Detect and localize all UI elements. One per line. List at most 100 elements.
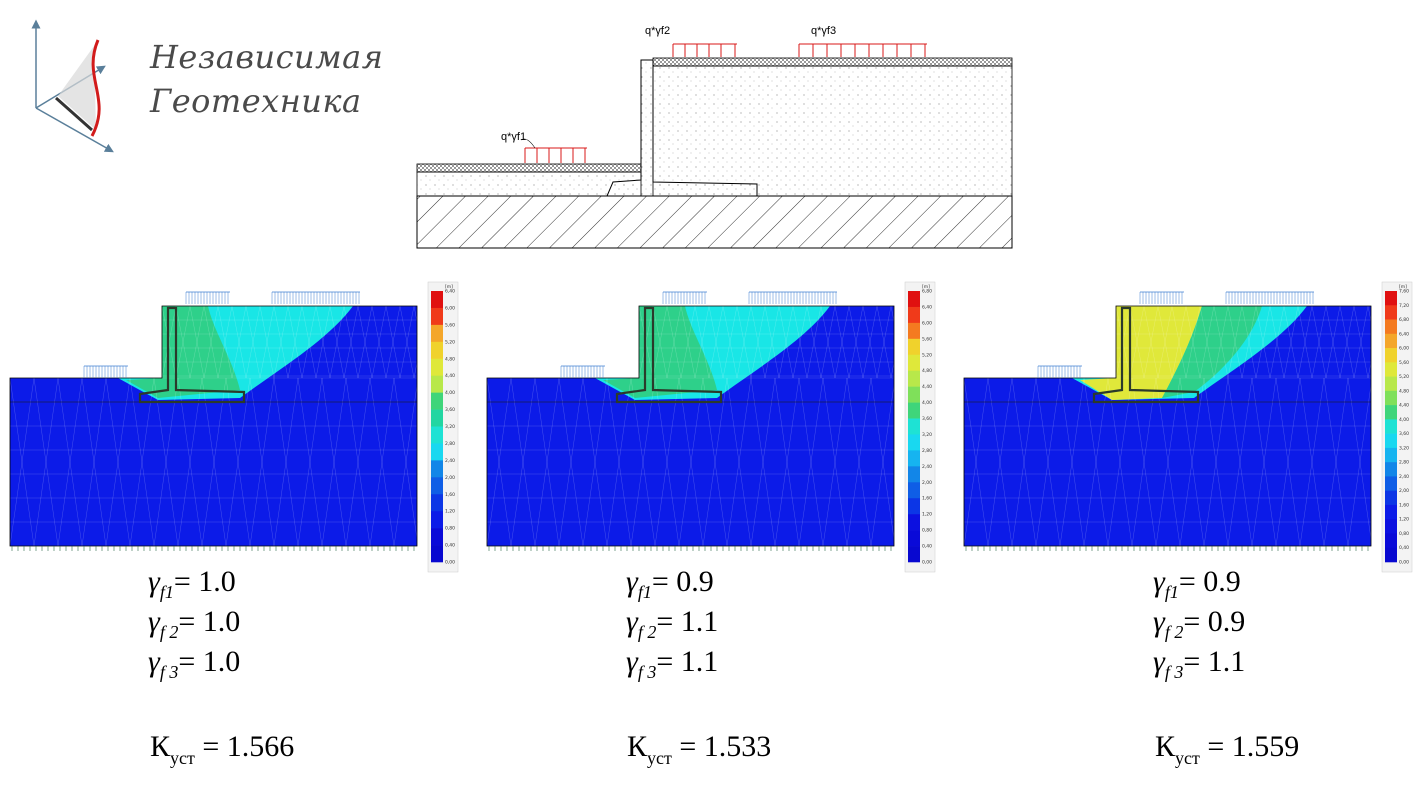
- color-legend: [m]6,80 6,40 6,00 5,60 5,20 4,80 4,40 4,00 3,60 3…: [904, 281, 936, 573]
- legend-swatch: [908, 450, 920, 467]
- failure-zone-inner: [1080, 306, 1202, 400]
- legend-swatch: [908, 498, 920, 515]
- load-factor-2-value: = 1.0: [178, 605, 241, 638]
- stability-factor-subscript: уст: [170, 748, 195, 768]
- legend-tick-label: 0,80: [922, 528, 932, 534]
- stability-factor-1: Куст = 1.566: [150, 730, 294, 769]
- load-factor-1-value: = 0.9: [651, 565, 714, 598]
- load-factor-1: γf1= 1.0: [148, 562, 240, 602]
- load-factor-2-subscript: f 2: [1164, 622, 1184, 642]
- legend-swatch: [431, 494, 443, 512]
- load-2-label: q*γf2: [645, 25, 670, 37]
- load-factor-1: γf1= 0.9: [626, 562, 718, 602]
- stability-factor-2: Куст = 1.533: [627, 730, 771, 769]
- legend-tick-label: 0,80: [445, 526, 455, 532]
- stability-factor-symbol: К: [150, 730, 171, 763]
- legend-swatch: [1385, 291, 1397, 306]
- legend-swatch: [908, 338, 920, 356]
- legend-swatch: [1385, 390, 1397, 406]
- legend-swatch: [1385, 519, 1397, 534]
- load-1-label: q*γf1: [501, 131, 526, 143]
- legend-tick-label: 1,60: [445, 492, 455, 498]
- legend-tick-label: 2,80: [1399, 460, 1409, 466]
- legend-tick-label: 2,00: [445, 475, 455, 481]
- legend-swatch: [431, 511, 443, 529]
- legend-tick-label: 1,20: [445, 509, 455, 515]
- fem-mesh: [9, 305, 429, 547]
- stability-factor-subscript: уст: [1175, 748, 1200, 768]
- legend-tick-label: 3,20: [922, 432, 932, 438]
- bottom-supports: [11, 546, 415, 551]
- load-factor-1-subscript: f1: [159, 582, 174, 602]
- load-factor-3-symbol: γ: [148, 645, 160, 678]
- legend-tick-label: 7,60: [1399, 289, 1409, 295]
- company-logo: Независимая Геотехника: [22, 18, 383, 158]
- retaining-wall-outline: [615, 306, 723, 404]
- legend-swatch: [431, 443, 443, 461]
- back-fill: [652, 65, 1013, 197]
- load-factor-1-symbol: γ: [148, 565, 160, 598]
- legend-tick-label: 1,20: [922, 512, 932, 518]
- legend-swatch: [1385, 533, 1397, 549]
- load-factors-3: γf1= 0.9 γf 2= 0.9 γf 3= 1.1: [1153, 562, 1245, 682]
- load-factor-3-symbol: γ: [626, 645, 638, 678]
- load-factor-1: γf1= 0.9: [1153, 562, 1245, 602]
- front-fill: [416, 171, 642, 197]
- legend-swatch: [1385, 433, 1397, 449]
- legend-tick-label: 6,40: [445, 289, 455, 295]
- surcharge-load-2: [1139, 291, 1184, 304]
- legend-swatch: [1385, 405, 1397, 420]
- surcharge-load-3: [271, 291, 360, 304]
- logo-line-1: Независимая: [150, 38, 384, 76]
- legend-swatch: [1385, 476, 1397, 491]
- surcharge-load-2: [185, 291, 230, 304]
- legend-tick-label: 6,00: [445, 305, 455, 311]
- legend-tick-label: 3,60: [445, 407, 455, 413]
- load-factor-1-subscript: f1: [1164, 582, 1179, 602]
- legend-swatch: [908, 466, 920, 483]
- legend-tick-label: 4,80: [922, 368, 932, 374]
- logo-axes-graphic: [31, 19, 114, 153]
- legend-swatch: [908, 306, 920, 324]
- legend-tick-label: 4,00: [922, 400, 932, 406]
- legend-tick-label: 6,80: [1399, 317, 1409, 323]
- legend-tick-label: 0,00: [922, 560, 932, 566]
- load-3: q*γf3: [798, 25, 927, 57]
- retaining-wall-scheme: q*γf1 q*γf2 q*γf3: [415, 20, 1015, 252]
- stability-factor-3: Куст = 1.559: [1155, 730, 1299, 769]
- legend-swatch: [1385, 305, 1397, 320]
- legend-swatch: [431, 460, 443, 478]
- legend-tick-label: 6,00: [1399, 346, 1409, 352]
- legend-unit: [m]: [445, 284, 453, 290]
- legend-tick-label: 2,00: [1399, 488, 1409, 494]
- load-3-label: q*γf3: [811, 25, 836, 37]
- legend-tick-label: 2,40: [1399, 474, 1409, 480]
- legend-tick-label: 3,20: [1399, 445, 1409, 451]
- legend-swatch: [431, 477, 443, 495]
- legend-swatch: [1385, 362, 1397, 377]
- failure-zone-inner: [126, 306, 240, 398]
- legend-swatch: [431, 307, 443, 326]
- load-factor-3-value: = 1.0: [178, 645, 241, 678]
- load-factor-2-value: = 1.1: [656, 605, 719, 638]
- legend-tick-label: 3,60: [922, 416, 932, 422]
- legend-tick-label: 4,40: [1399, 403, 1409, 409]
- legend-tick-label: 5,60: [922, 336, 932, 342]
- legend-swatch: [431, 426, 443, 444]
- load-1: q*γf1: [501, 131, 587, 163]
- soil-domain: [10, 306, 417, 546]
- legend-tick-label: 5,20: [922, 352, 932, 358]
- legend-swatch: [1385, 447, 1397, 463]
- legend-swatch: [1385, 419, 1397, 434]
- legend-tick-label: 3,20: [445, 424, 455, 430]
- retaining-wall-outline: [138, 306, 246, 404]
- failure-zone-inner: [603, 306, 717, 398]
- load-factor-2-value: = 0.9: [1183, 605, 1246, 638]
- legend-tick-label: 4,40: [445, 373, 455, 379]
- legend-tick-label: 2,40: [445, 458, 455, 464]
- stability-factor-value: = 1.533: [671, 730, 772, 763]
- load-factor-1-value: = 0.9: [1178, 565, 1241, 598]
- legend-swatch: [908, 546, 920, 563]
- legend-swatch: [1385, 504, 1397, 520]
- load-factor-3: γf 3= 1.1: [1153, 642, 1245, 682]
